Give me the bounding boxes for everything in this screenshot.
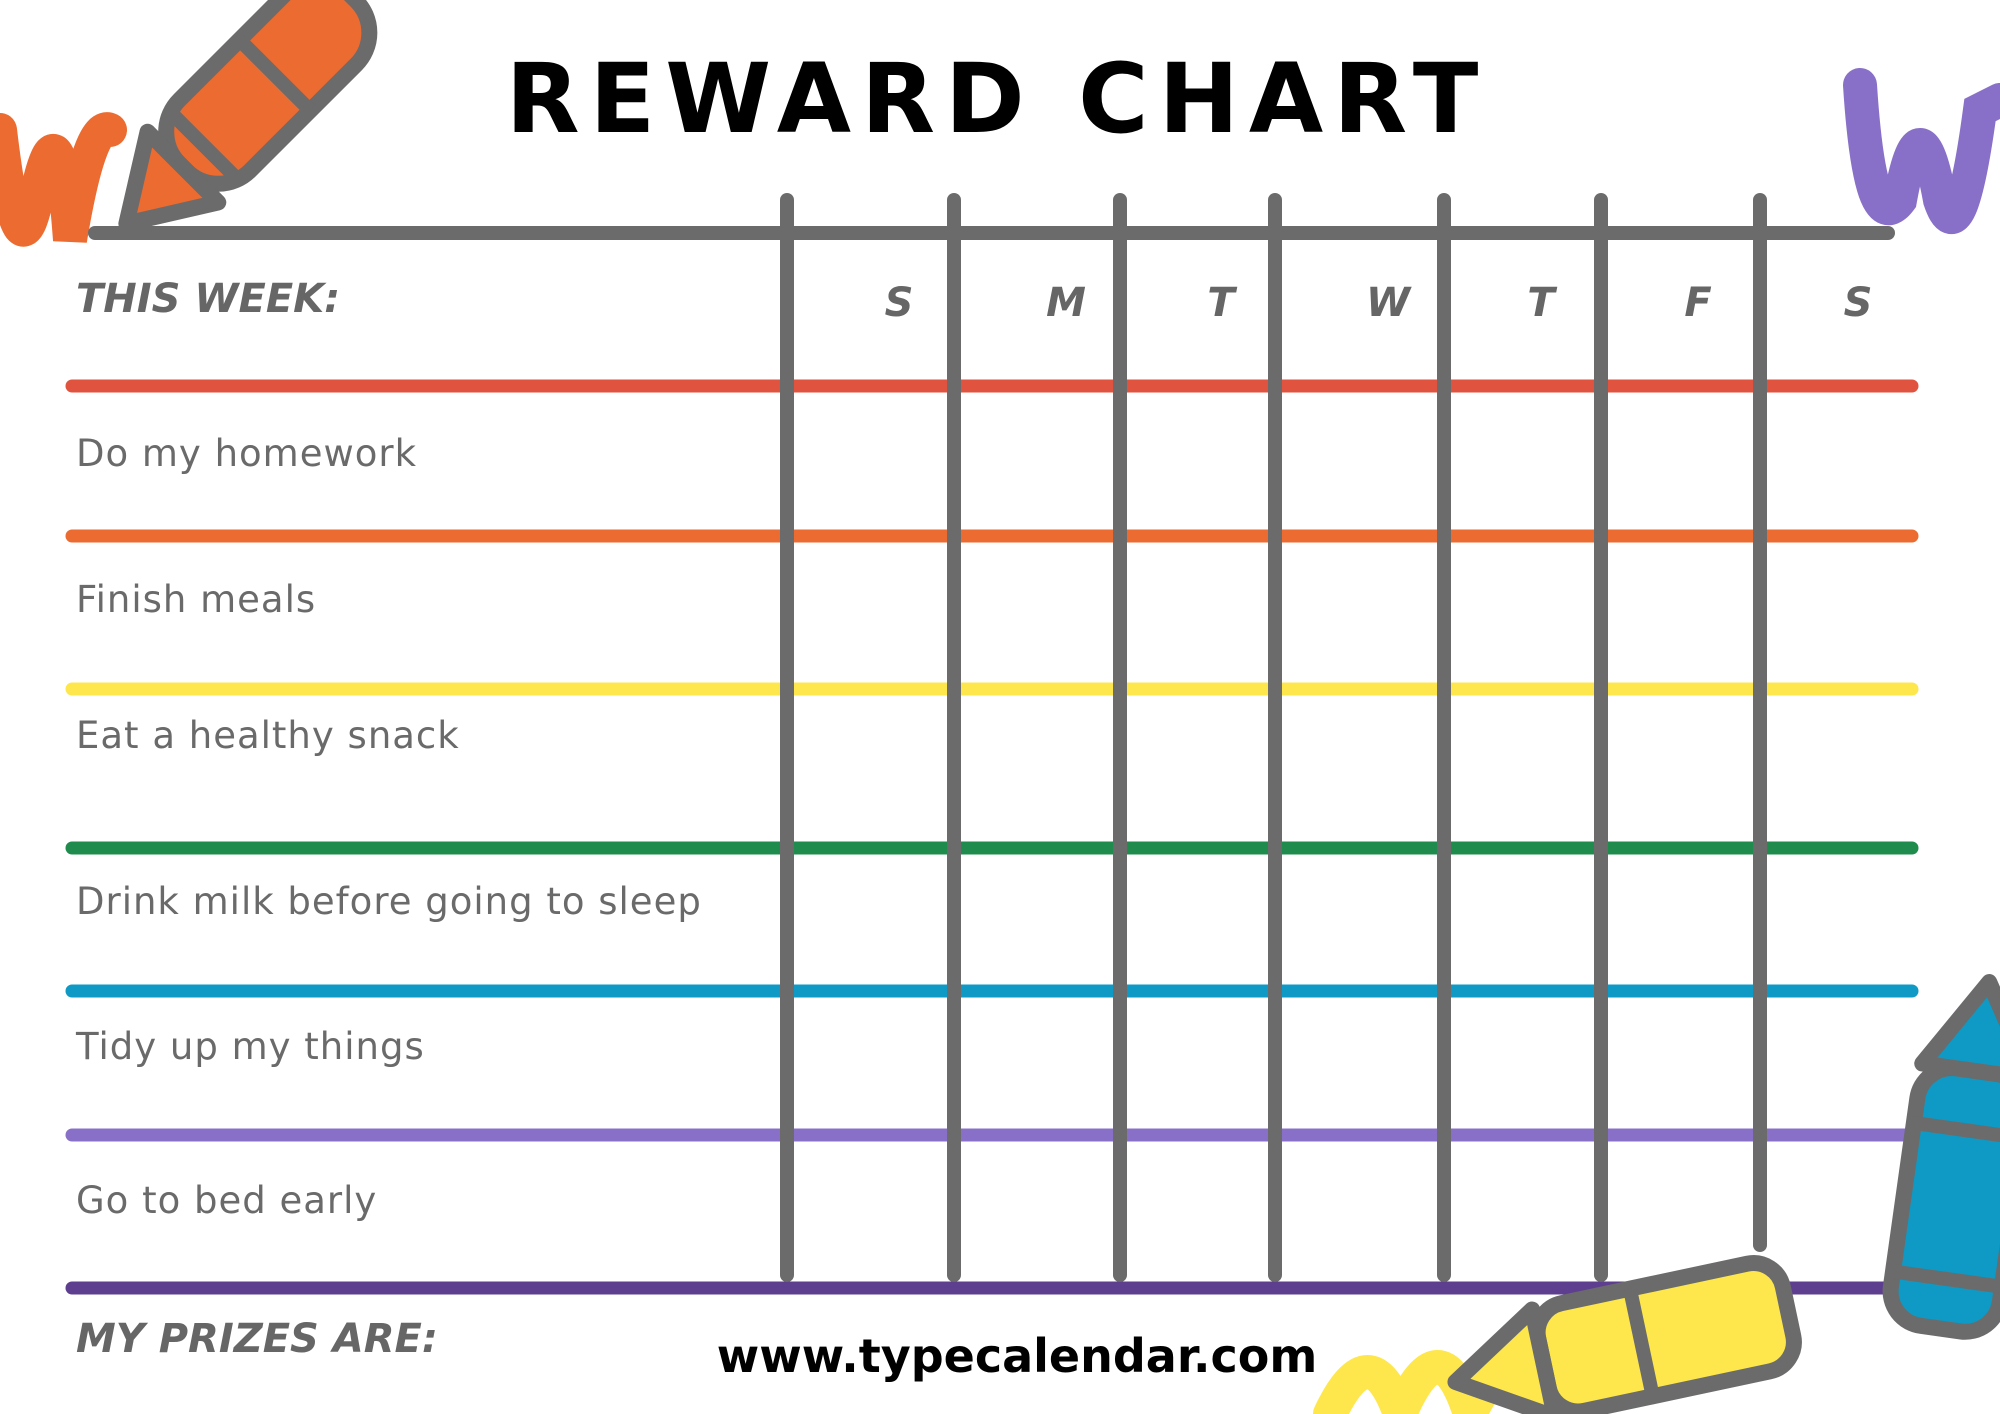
blue-pencil-icon [1882,974,2000,1340]
task-label: Finish meals [76,578,316,621]
page-title: REWARD CHART [506,43,1489,155]
website-link[interactable]: www.typecalendar.com [717,1329,1318,1383]
task-label: Do my homework [76,432,417,475]
task-label: Eat a healthy snack [76,714,460,757]
orange-pencil-icon [118,0,378,232]
task-label: Go to bed early [76,1179,377,1222]
purple-scribble [1843,68,2000,235]
day-label: S [885,280,914,326]
yellow-pencil-icon [1447,1255,1802,1414]
day-label: T [1527,280,1557,326]
task-list: Do my homework Finish meals Eat a healthy … [75,432,702,1222]
day-label: W [1366,280,1412,326]
prizes-label: MY PRIZES ARE: [76,1316,438,1362]
day-label: S [1844,280,1873,326]
task-label: Drink milk before going to sleep [76,880,702,923]
day-label: T [1207,280,1237,326]
day-label: F [1684,280,1711,326]
day-label: M [1046,280,1086,326]
orange-scribble [0,112,127,247]
this-week-label: THIS WEEK: [76,276,340,322]
task-label: Tidy up my things [75,1025,425,1068]
